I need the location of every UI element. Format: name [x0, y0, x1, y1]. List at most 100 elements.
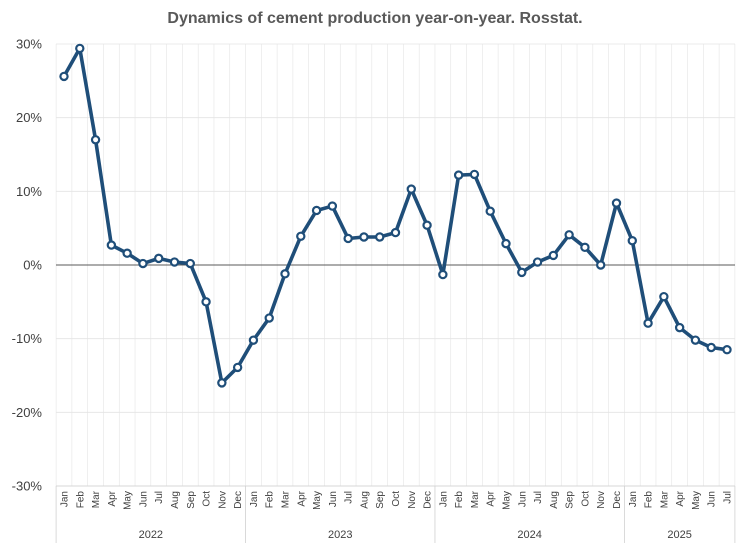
gridlines	[55, 43, 736, 487]
x-tick-label: Nov	[407, 491, 418, 509]
x-tick-label: Feb	[265, 491, 276, 509]
data-point	[248, 335, 259, 345]
data-point	[359, 232, 369, 242]
x-tick-label: Sep	[186, 491, 197, 509]
data-point	[138, 258, 148, 269]
data-point	[564, 230, 574, 240]
data-point	[690, 335, 701, 345]
x-axis: Jan Feb Mar Apr May Jun Jul Aug Sep Oct Nov Dec Jan F…	[55, 485, 736, 543]
data-point	[674, 322, 685, 333]
x-tick-label: Apr	[486, 490, 497, 506]
x-tick-label: Feb	[644, 491, 655, 509]
data-point	[517, 267, 527, 278]
series-cement-production	[59, 43, 732, 388]
data-point	[532, 257, 543, 267]
data-point	[311, 205, 322, 216]
data-point	[453, 170, 464, 180]
y-tick-label: 10%	[16, 184, 42, 199]
data-point	[643, 318, 653, 328]
x-tick-label: Apr	[296, 490, 307, 506]
data-point	[611, 198, 622, 208]
x-tick-label: Mar	[659, 490, 670, 508]
y-axis-ticks: 30% 20% 10% 0% -10% -20% -30%	[12, 37, 43, 494]
x-tick-label: Dec	[612, 491, 623, 509]
x-tick-label: Sep	[565, 491, 576, 509]
data-point	[485, 206, 495, 216]
data-point	[406, 184, 416, 194]
x-tick-label: Oct	[391, 491, 402, 507]
chart-title: Dynamics of cement production year-on-ye…	[167, 10, 582, 27]
x-tick-label: Aug	[359, 491, 370, 509]
data-point	[327, 201, 338, 211]
data-point	[232, 362, 243, 373]
year-label: 2023	[328, 529, 352, 541]
x-tick-label: Jun	[517, 491, 528, 507]
data-point	[548, 250, 559, 261]
data-point	[106, 240, 117, 250]
data-point	[169, 257, 180, 267]
x-tick-label: Nov	[596, 491, 607, 509]
y-tick-label: -10%	[12, 331, 43, 346]
x-tick-label: May	[502, 491, 513, 510]
x-tick-label: Dec	[233, 491, 244, 509]
x-tick-label: May	[691, 491, 702, 510]
data-point	[596, 260, 606, 270]
data-point	[59, 71, 69, 82]
x-tick-label: Jan	[628, 491, 639, 507]
data-point	[375, 232, 385, 242]
data-point	[627, 235, 637, 246]
x-tick-label: Dec	[423, 491, 434, 509]
data-point	[185, 258, 195, 269]
y-tick-label: 20%	[16, 110, 42, 125]
data-point	[154, 253, 164, 264]
x-tick-label: Jul	[154, 491, 165, 504]
data-point	[706, 342, 716, 353]
data-point	[469, 169, 480, 180]
year-label: 2024	[517, 529, 541, 541]
x-tick-label: Mar	[470, 490, 481, 508]
data-point	[264, 313, 274, 323]
y-tick-label: -30%	[12, 479, 43, 494]
y-tick-label: 30%	[16, 37, 42, 52]
data-point	[438, 269, 448, 280]
series-line	[62, 46, 729, 385]
x-tick-label: Jan	[249, 491, 260, 507]
data-point	[217, 378, 227, 388]
data-point	[75, 43, 85, 54]
x-tick-label: Jul	[533, 491, 544, 504]
x-tick-label: May	[312, 491, 323, 510]
data-point	[580, 242, 590, 253]
x-tick-label: Jun	[707, 491, 718, 507]
data-point	[296, 231, 306, 241]
x-tick-label: Aug	[549, 491, 560, 509]
x-tick-label: Jul	[344, 491, 355, 504]
x-tick-label: Apr	[107, 490, 118, 506]
data-point	[122, 248, 132, 258]
x-tick-label: Jul	[723, 491, 734, 504]
x-tick-label: Oct	[202, 491, 213, 507]
data-point	[722, 345, 732, 355]
x-tick-label: Jan	[438, 491, 449, 507]
x-tick-label: Apr	[675, 490, 686, 506]
data-point	[201, 297, 211, 307]
x-tick-label: Feb	[75, 491, 86, 509]
year-label: 2025	[667, 529, 691, 541]
x-tick-label: Mar	[281, 490, 292, 508]
year-label: 2022	[139, 529, 163, 541]
x-tick-label: Mar	[91, 490, 102, 508]
data-point	[343, 233, 353, 244]
x-tick-label: Aug	[170, 491, 181, 509]
data-point	[501, 238, 511, 249]
x-tick-label: Nov	[217, 491, 228, 509]
x-tick-label: Oct	[580, 491, 591, 507]
y-tick-label: 0%	[23, 258, 42, 273]
data-point	[90, 135, 101, 145]
data-point	[659, 291, 669, 302]
data-point	[422, 220, 432, 230]
x-tick-label: Jan	[60, 491, 71, 507]
x-tick-label: May	[123, 491, 134, 510]
y-tick-label: -20%	[12, 405, 43, 420]
x-tick-label: Jun	[138, 491, 149, 507]
data-point	[280, 269, 290, 279]
